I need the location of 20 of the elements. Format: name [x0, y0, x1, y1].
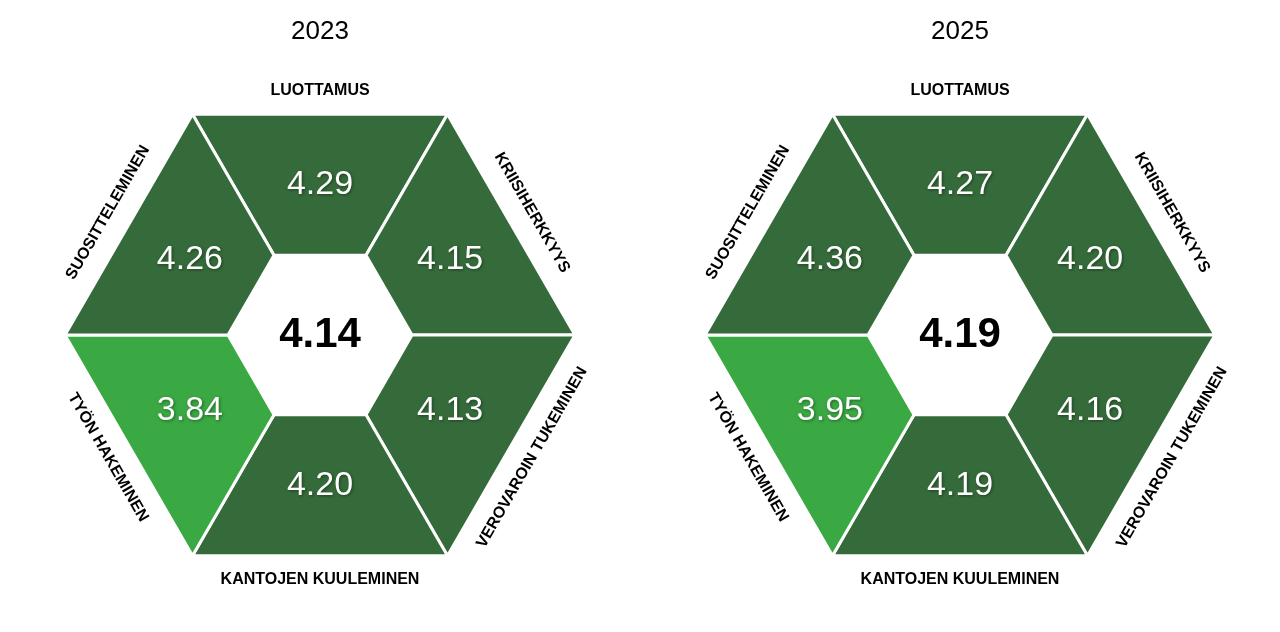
category-label: LUOTTAMUS	[910, 80, 1010, 98]
data-label: 4.26	[156, 238, 223, 277]
data-label: 4.27	[926, 163, 994, 202]
category-label: KANTOJEN KUULEMINEN	[220, 570, 420, 588]
data-label: 4.29	[286, 163, 354, 202]
category-label: KANTOJEN KUULEMINEN	[860, 570, 1060, 588]
text: 4.19	[919, 308, 1001, 356]
data-label: 3.84	[156, 388, 223, 427]
data-label: 4.13	[417, 388, 484, 427]
data-label: 4.19	[926, 463, 994, 502]
data-label: 4.20	[1057, 238, 1124, 277]
data-label: 4.16	[1057, 388, 1124, 427]
category-label: LUOTTAMUS	[270, 80, 370, 98]
text: 2023	[291, 14, 349, 45]
data-label: 4.36	[796, 238, 863, 277]
data-label: 4.20	[286, 463, 354, 502]
text: 4.14	[279, 308, 362, 356]
text: 2025	[931, 14, 989, 45]
data-label: 3.95	[796, 388, 863, 427]
data-label: 4.15	[417, 238, 484, 277]
